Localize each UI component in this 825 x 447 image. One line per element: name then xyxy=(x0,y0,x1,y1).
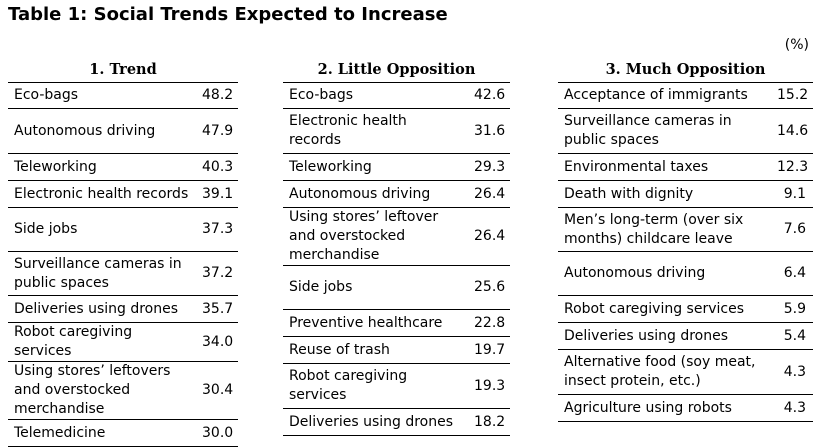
row-label: Reuse of trash xyxy=(283,336,468,364)
row-label: Side jobs xyxy=(8,207,196,252)
row-value: 37.2 xyxy=(196,251,238,296)
row-value: 35.7 xyxy=(196,295,238,323)
much-opposition-table: 3. Much Opposition Acceptance of immigra… xyxy=(558,56,813,422)
table-row: Autonomous driving 6.4 xyxy=(558,251,813,296)
table-row: Acceptance of immigrants 15.2 xyxy=(558,82,813,109)
little-opposition-table: 2. Little Opposition Eco-bags 42.6 Electr… xyxy=(283,56,510,436)
table-row: Deliveries using drones 35.7 xyxy=(8,295,238,323)
row-value: 30.4 xyxy=(196,361,238,420)
row-value: 5.4 xyxy=(771,322,813,350)
row-value: 14.6 xyxy=(771,108,813,154)
row-label: Men’s long-term (over six months) childc… xyxy=(558,207,771,252)
page-title: Table 1: Social Trends Expected to Incre… xyxy=(8,4,448,25)
row-value: 9.1 xyxy=(771,180,813,208)
row-label: Side jobs xyxy=(283,265,468,310)
table-row: Surveillance cameras in public spaces 14.… xyxy=(558,108,813,154)
table-row: Telemedicine 30.0 xyxy=(8,419,238,447)
row-value: 12.3 xyxy=(771,153,813,181)
row-label: Preventive healthcare xyxy=(283,309,468,337)
row-label: Surveillance cameras in public spaces xyxy=(8,251,196,296)
table-row: Deliveries using drones 18.2 xyxy=(283,408,510,436)
table-row: Teleworking 29.3 xyxy=(283,153,510,181)
row-value: 19.3 xyxy=(468,363,510,409)
table-row: Deliveries using drones 5.4 xyxy=(558,322,813,350)
row-label: Robot caregiving services xyxy=(283,363,468,409)
row-value: 31.6 xyxy=(468,108,510,154)
table-row: Environmental taxes 12.3 xyxy=(558,153,813,181)
row-value: 29.3 xyxy=(468,153,510,181)
table-row: Autonomous driving 47.9 xyxy=(8,108,238,154)
row-label: Autonomous driving xyxy=(558,251,771,296)
row-label: Deliveries using drones xyxy=(283,408,468,436)
table-row: Eco-bags 48.2 xyxy=(8,82,238,109)
row-value: 39.1 xyxy=(196,180,238,208)
row-label: Deliveries using drones xyxy=(8,295,196,323)
row-label: Surveillance cameras in public spaces xyxy=(558,108,771,154)
row-value: 18.2 xyxy=(468,408,510,436)
row-label: Using stores’ leftover and overstocked m… xyxy=(283,207,468,266)
row-label: Environmental taxes xyxy=(558,153,771,181)
row-label: Eco-bags xyxy=(8,82,196,109)
row-label: Using stores’ leftovers and overstocked … xyxy=(8,361,196,420)
row-value: 19.7 xyxy=(468,336,510,364)
row-value: 7.6 xyxy=(771,207,813,252)
row-label: Deliveries using drones xyxy=(558,322,771,350)
table-header: 3. Much Opposition xyxy=(558,56,813,83)
row-value: 48.2 xyxy=(196,82,238,109)
table-row: Alternative food (soy meat, insect prote… xyxy=(558,349,813,395)
row-value: 25.6 xyxy=(468,265,510,310)
table-header: 1. Trend xyxy=(8,56,238,83)
row-value: 6.4 xyxy=(771,251,813,296)
table-row: Using stores’ leftovers and overstocked … xyxy=(8,361,238,420)
row-label: Death with dignity xyxy=(558,180,771,208)
table-row: Eco-bags 42.6 xyxy=(283,82,510,109)
row-value: 4.3 xyxy=(771,349,813,395)
table-row: Autonomous driving 26.4 xyxy=(283,180,510,208)
unit-label: (%) xyxy=(784,37,809,53)
row-value: 34.0 xyxy=(196,322,238,362)
table-header: 2. Little Opposition xyxy=(283,56,510,83)
row-label: Autonomous driving xyxy=(8,108,196,154)
row-value: 42.6 xyxy=(468,82,510,109)
table-row: Side jobs 37.3 xyxy=(8,207,238,252)
row-label: Robot caregiving services xyxy=(558,295,771,323)
row-value: 47.9 xyxy=(196,108,238,154)
row-value: 5.9 xyxy=(771,295,813,323)
row-label: Electronic health records xyxy=(8,180,196,208)
row-label: Teleworking xyxy=(283,153,468,181)
row-label: Autonomous driving xyxy=(283,180,468,208)
table-row: Preventive healthcare 22.8 xyxy=(283,309,510,337)
row-value: 37.3 xyxy=(196,207,238,252)
row-value: 15.2 xyxy=(771,82,813,109)
row-label: Eco-bags xyxy=(283,82,468,109)
table-row: Men’s long-term (over six months) childc… xyxy=(558,207,813,252)
row-label: Telemedicine xyxy=(8,419,196,447)
row-label: Alternative food (soy meat, insect prote… xyxy=(558,349,771,395)
table-row: Death with dignity 9.1 xyxy=(558,180,813,208)
row-label: Acceptance of immigrants xyxy=(558,82,771,109)
table-row: Electronic health records 31.6 xyxy=(283,108,510,154)
table-row: Using stores’ leftover and overstocked m… xyxy=(283,207,510,266)
row-value: 22.8 xyxy=(468,309,510,337)
row-value: 4.3 xyxy=(771,394,813,422)
table-row: Side jobs 25.6 xyxy=(283,265,510,310)
row-label: Agriculture using robots xyxy=(558,394,771,422)
row-label: Robot caregiving services xyxy=(8,322,196,362)
row-value: 40.3 xyxy=(196,153,238,181)
table-row: Robot caregiving services 5.9 xyxy=(558,295,813,323)
table-row: Robot caregiving services 34.0 xyxy=(8,322,238,362)
row-value: 26.4 xyxy=(468,207,510,266)
table-row: Teleworking 40.3 xyxy=(8,153,238,181)
table-row: Agriculture using robots 4.3 xyxy=(558,394,813,422)
table-row: Electronic health records 39.1 xyxy=(8,180,238,208)
row-label: Electronic health records xyxy=(283,108,468,154)
trend-table: 1. Trend Eco-bags 48.2 Autonomous driving… xyxy=(8,56,238,447)
row-value: 26.4 xyxy=(468,180,510,208)
table-row: Reuse of trash 19.7 xyxy=(283,336,510,364)
row-label: Teleworking xyxy=(8,153,196,181)
table-row: Surveillance cameras in public spaces 37.… xyxy=(8,251,238,296)
row-value: 30.0 xyxy=(196,419,238,447)
table-row: Robot caregiving services 19.3 xyxy=(283,363,510,409)
